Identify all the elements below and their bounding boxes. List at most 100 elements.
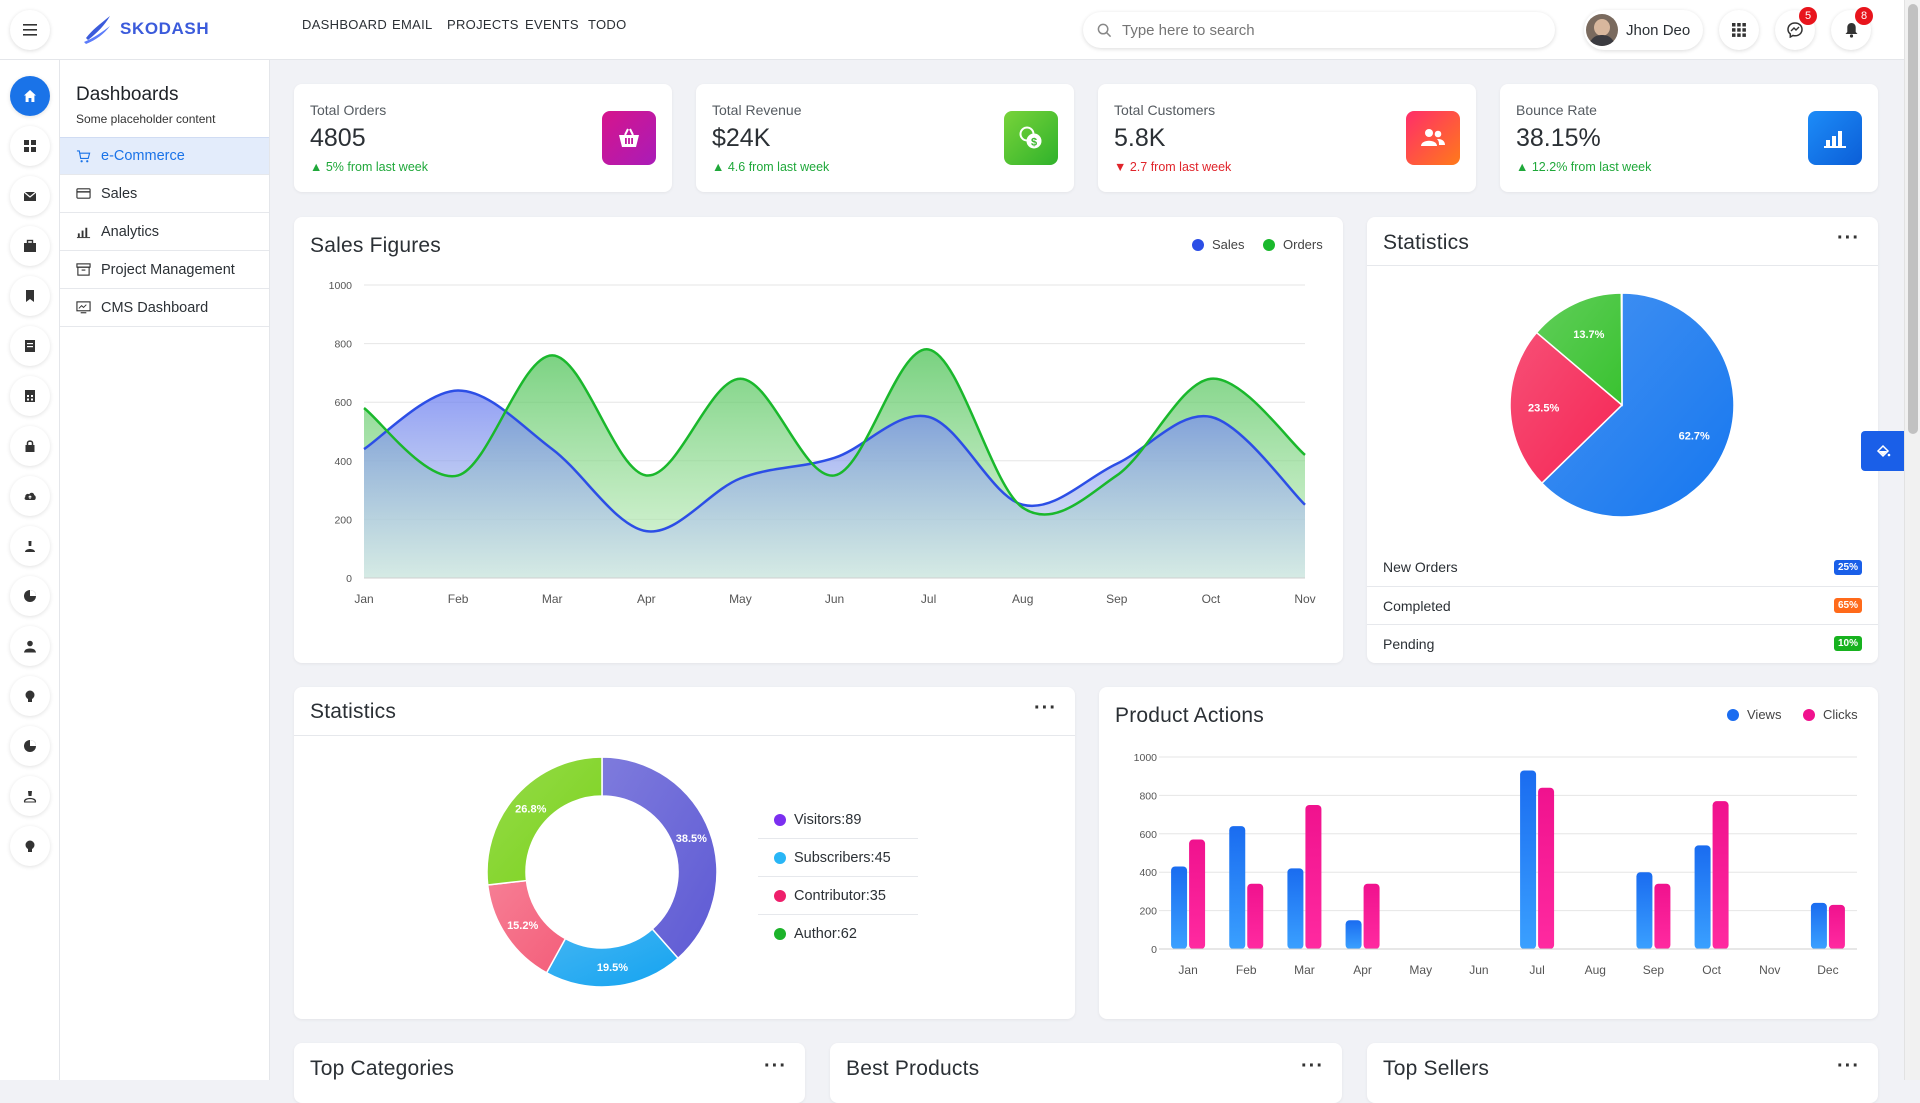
rail-home-button[interactable] [10,76,50,116]
slice-label: 13.7% [1573,329,1604,341]
product-actions-bar-chart: 0 200 400 600 800 1000 Jan Feb Mar Apr May Jun Jul Au… [1134,752,1857,977]
legend-orders[interactable]: Orders [1263,237,1323,252]
y-tick-label: 800 [1139,790,1157,802]
theme-customizer-button[interactable] [1861,431,1904,471]
rail-docs-button[interactable] [10,326,50,366]
rail-lock-button[interactable] [10,426,50,466]
kpi-value: 5.8K [1114,124,1166,152]
paint-bucket-icon [1876,444,1890,458]
rail-grid-button[interactable] [10,126,50,166]
page-scrollbar[interactable] [1904,0,1920,1080]
bar-chart-icon [76,227,91,239]
user-menu[interactable]: Jhon Deo [1584,10,1703,50]
rail-user-button[interactable] [10,526,50,566]
pie-slice [601,756,718,960]
rail-bulb-button[interactable] [10,676,50,716]
legend-clicks[interactable]: Clicks [1803,707,1858,722]
brand-name: SKODASH [120,19,210,38]
more-options-button[interactable]: ··· [1034,697,1057,719]
briefcase-icon [24,239,36,252]
rail-person-button[interactable] [10,626,50,666]
envelope-icon [23,191,37,201]
legend-views[interactable]: Views [1727,707,1781,722]
x-tick-label: Oct [1702,963,1721,977]
icon-rail [0,60,60,1080]
kpi-delta: ▲ 12.2% from last week [1516,160,1652,174]
bar-views [1694,845,1711,949]
search-input[interactable] [1120,20,1520,40]
slice-label: 15.2% [507,920,538,932]
submenu-title: Dashboards [76,84,179,105]
statistics-pie-card: Statistics ··· 62.7% 23.5% 13.7% New Order… [1367,217,1878,663]
y-tick-label: 200 [1139,906,1157,918]
bar-clicks [1654,883,1671,949]
apps-grid-icon [1732,23,1746,37]
submenu-item-sales[interactable]: Sales [60,175,269,213]
x-tick-label: Sep [1643,963,1665,977]
messages-button[interactable]: 5 [1775,7,1817,50]
submenu-item-label: Project Management [101,261,235,278]
submenu-item-analytics[interactable]: Analytics [60,213,269,251]
stat-badge: 65% [1833,598,1862,613]
nav-email[interactable]: EMAIL [392,17,433,32]
nav-events[interactable]: EVENTS [525,17,579,32]
submenu-item-label: Analytics [101,223,160,240]
bar-views [1229,826,1246,949]
bar-views [1520,770,1537,949]
nav-todo[interactable]: TODO [588,17,627,32]
x-tick-label: Jan [354,592,373,606]
rail-cloud-button[interactable] [10,476,50,516]
pie-slice [545,927,680,988]
submenu-item-ecommerce[interactable]: e-Commerce [60,137,269,175]
card-title: Top Sellers [1383,1057,1490,1080]
notifications-button[interactable]: 8 [1831,7,1873,50]
x-tick-label: Dec [1817,963,1838,977]
kpi-delta: ▼ 2.7 from last week [1114,160,1232,174]
rail-pie-button[interactable] [10,576,50,616]
donut-legend: Visitors:89 Subscribers:45 Contributor:3… [758,801,918,953]
nav-projects[interactable]: PROJECTS [447,17,519,32]
pie-icon [24,740,36,752]
submenu-item-project-management[interactable]: Project Management [60,251,269,289]
x-tick-label: Jun [1469,963,1488,977]
card-title: Statistics [310,700,397,723]
more-options-button[interactable]: ··· [764,1055,787,1077]
legend-subscribers: Subscribers:45 [758,839,918,877]
submenu-item-label: Sales [101,185,138,202]
series-line-sales [363,389,1306,533]
bar-clicks [1247,883,1264,949]
more-options-button[interactable]: ··· [1837,1055,1860,1077]
rail-pie-button-2[interactable] [10,726,50,766]
x-tick-label: Mar [542,592,563,606]
brand-logo[interactable]: SKODASH [80,12,209,46]
user-icon [25,541,35,552]
rail-projects-button[interactable] [10,226,50,266]
bar-clicks [1828,904,1845,949]
kpi-label: Total Customers [1114,102,1216,118]
kpi-delta: ▲ 5% from last week [310,160,428,174]
nav-dashboard[interactable]: DASHBOARD [302,17,388,32]
rail-email-button[interactable] [10,176,50,216]
kpi-label: Total Revenue [712,102,802,118]
kpi-icon-box: $ [1004,111,1058,165]
y-tick-label: 800 [334,339,352,351]
rail-files-button[interactable] [10,376,50,416]
more-options-button[interactable]: ··· [1301,1055,1324,1077]
rail-bookmark-button[interactable] [10,276,50,316]
messages-count-badge: 5 [1799,7,1817,25]
legend-sales[interactable]: Sales [1192,237,1245,252]
top-sellers-card: Top Sellers ··· [1367,1043,1878,1103]
slice-label: 26.8% [515,803,546,815]
product-actions-card: Product Actions Views Clicks 0 200 400 600 8… [1099,687,1878,1019]
x-tick-label: May [1409,963,1432,977]
submenu-item-cms-dashboard[interactable]: CMS Dashboard [60,289,269,327]
more-options-button[interactable]: ··· [1837,227,1860,249]
bulb-icon [25,840,35,852]
scrollbar-thumb[interactable] [1908,4,1918,434]
y-tick-label: 400 [334,456,352,468]
search-box[interactable] [1083,12,1555,48]
apps-button[interactable] [1719,10,1759,50]
rail-person-button-2[interactable] [10,776,50,816]
menu-toggle-button[interactable] [10,10,50,50]
rail-bulb-button-2[interactable] [10,826,50,866]
